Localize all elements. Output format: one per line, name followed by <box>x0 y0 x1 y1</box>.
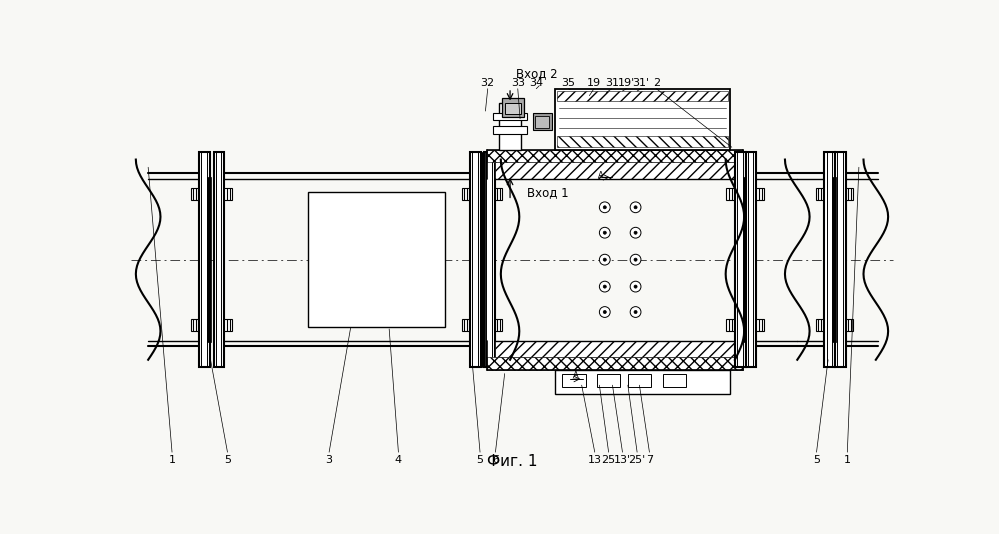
Circle shape <box>603 206 606 209</box>
Text: 25: 25 <box>601 455 615 465</box>
Bar <box>816 188 823 200</box>
Bar <box>735 152 745 367</box>
Circle shape <box>603 285 606 288</box>
Text: 31: 31 <box>604 77 618 88</box>
Circle shape <box>634 206 637 209</box>
Circle shape <box>603 231 606 234</box>
Bar <box>494 127 527 134</box>
Text: 31': 31' <box>632 77 649 88</box>
Text: 5: 5 <box>813 455 820 465</box>
Bar <box>742 177 746 342</box>
Bar <box>214 152 225 367</box>
Text: 4: 4 <box>395 455 402 465</box>
Text: Вход 2: Вход 2 <box>516 67 557 80</box>
Circle shape <box>634 231 637 234</box>
Text: 13: 13 <box>587 455 601 465</box>
Text: Вход 1: Вход 1 <box>527 186 568 199</box>
Text: 1: 1 <box>844 455 851 465</box>
Text: 13': 13' <box>614 455 631 465</box>
Bar <box>726 188 734 200</box>
Bar <box>462 188 470 200</box>
Circle shape <box>634 310 637 313</box>
Text: 6: 6 <box>492 455 499 465</box>
Bar <box>502 98 523 117</box>
Text: 7: 7 <box>646 455 653 465</box>
Circle shape <box>630 227 641 238</box>
Bar <box>500 104 520 150</box>
Bar <box>309 192 446 327</box>
Bar <box>628 374 651 387</box>
Circle shape <box>599 307 610 317</box>
Bar <box>505 103 520 114</box>
Bar <box>846 319 853 331</box>
Text: 34: 34 <box>529 77 543 88</box>
Text: 25': 25' <box>628 455 645 465</box>
Circle shape <box>634 258 637 261</box>
Text: 19': 19' <box>617 77 635 88</box>
Text: 3: 3 <box>326 455 333 465</box>
Bar <box>554 370 730 395</box>
Bar <box>557 137 728 147</box>
Bar <box>726 319 734 331</box>
Bar <box>745 152 756 367</box>
Text: А: А <box>572 371 578 380</box>
Text: 5: 5 <box>224 455 231 465</box>
Text: 35: 35 <box>561 77 575 88</box>
Text: 19: 19 <box>587 77 601 88</box>
Bar <box>832 177 836 342</box>
Bar <box>462 319 470 331</box>
Bar <box>199 152 210 367</box>
Bar <box>487 150 742 162</box>
Bar <box>535 116 549 128</box>
Circle shape <box>599 254 610 265</box>
Bar <box>484 152 495 367</box>
Circle shape <box>603 310 606 313</box>
Circle shape <box>599 202 610 213</box>
Bar <box>495 341 735 357</box>
Text: 2: 2 <box>652 77 660 88</box>
Circle shape <box>599 281 610 292</box>
Bar <box>662 374 685 387</box>
Circle shape <box>630 202 641 213</box>
Bar <box>191 319 198 331</box>
Bar <box>481 152 485 367</box>
Bar <box>495 188 502 200</box>
Bar <box>470 152 481 367</box>
Circle shape <box>630 281 641 292</box>
Text: Фиг. 1: Фиг. 1 <box>488 454 537 469</box>
Bar <box>225 188 232 200</box>
Bar <box>816 319 823 331</box>
Bar <box>487 357 742 370</box>
Bar <box>494 113 527 120</box>
Text: 32: 32 <box>481 77 495 88</box>
Bar <box>597 374 620 387</box>
Circle shape <box>603 258 606 261</box>
Circle shape <box>630 307 641 317</box>
Text: А: А <box>598 171 603 180</box>
Bar <box>225 319 232 331</box>
Text: 5: 5 <box>477 455 484 465</box>
Bar <box>207 177 211 342</box>
Bar <box>835 152 846 367</box>
Bar <box>191 188 198 200</box>
Circle shape <box>630 254 641 265</box>
Bar <box>495 162 735 179</box>
Text: 1: 1 <box>169 455 176 465</box>
Bar <box>554 90 730 150</box>
Bar <box>756 188 764 200</box>
Circle shape <box>599 227 610 238</box>
Circle shape <box>634 285 637 288</box>
Bar <box>562 374 585 387</box>
Bar <box>824 152 835 367</box>
Bar <box>533 113 552 130</box>
Bar <box>557 91 728 101</box>
Bar <box>846 188 853 200</box>
Bar <box>756 319 764 331</box>
Text: 33: 33 <box>510 77 524 88</box>
Bar <box>495 319 502 331</box>
